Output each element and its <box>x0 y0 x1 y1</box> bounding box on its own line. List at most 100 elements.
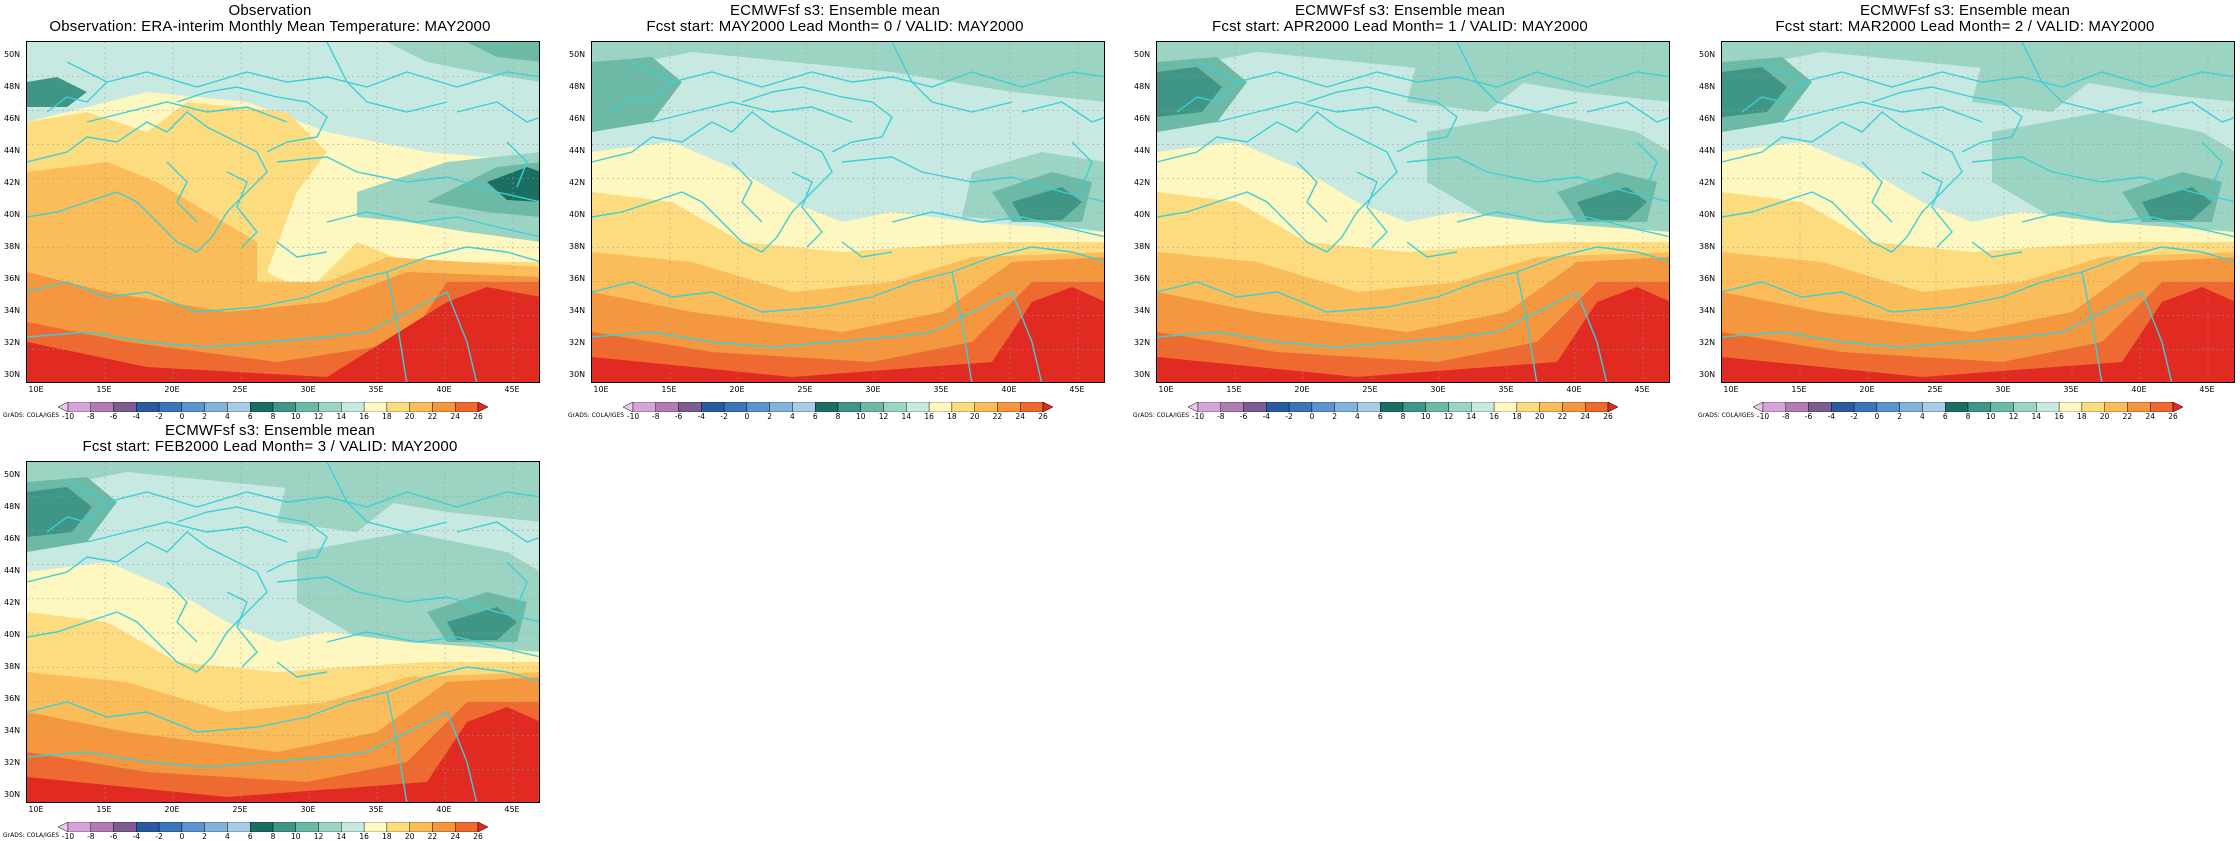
lat-tick-label: 36N <box>4 694 21 703</box>
colorbar-left-arrow <box>58 402 69 412</box>
lat-tick-label: 30N <box>4 370 21 379</box>
coastline <box>27 666 539 733</box>
colorbar-swatch <box>113 402 137 412</box>
lon-tick-label: 30E <box>865 385 881 394</box>
colorbar-tick-label: -6 <box>1239 412 1248 421</box>
coastline <box>166 581 198 643</box>
colorbar-tick-label: 10 <box>855 412 866 421</box>
colorbar-swatch <box>181 822 205 832</box>
colorbar-tick-label: -2 <box>720 412 728 421</box>
colorbar-tick-label: 16 <box>359 832 369 841</box>
colorbar <box>58 822 488 832</box>
map-panel-lead2: ECMWFsf s3: Ensemble mean Fcst start: MA… <box>1695 0 2235 421</box>
colorbar-swatch <box>837 402 861 412</box>
band-12 <box>1157 42 1669 102</box>
colorbar-tick-label: 4 <box>225 412 230 421</box>
colorbar-tick-label: 22 <box>2122 412 2133 421</box>
coastline <box>226 591 258 668</box>
colorbar-swatch <box>386 822 410 832</box>
band-28 <box>592 287 1104 382</box>
lat-tick-label: 30N <box>4 790 21 799</box>
colorbar-tick-label: 0 <box>179 412 185 421</box>
lat-tick-label: 48N <box>1134 82 1151 91</box>
colorbar-tick-label: -4 <box>1827 412 1836 421</box>
map-svg <box>27 42 539 382</box>
lat-tick-label: 38N <box>1699 242 1716 251</box>
lat-tick-label: 30N <box>1699 370 1716 379</box>
coastline <box>276 156 539 203</box>
lon-tick-label: 25E <box>797 385 813 394</box>
colorbar-swatch <box>906 402 930 412</box>
colorbar-tick-label: 14 <box>336 832 347 841</box>
coastline <box>66 481 539 508</box>
lon-tick-label: 10E <box>28 805 44 814</box>
band-12 <box>1972 57 2102 112</box>
colorbar-swatch <box>1785 402 1809 412</box>
colorbar-tick-label: -8 <box>1217 412 1225 421</box>
panel-subtitle: Observation: ERA-interim Monthly Mean Te… <box>49 18 491 35</box>
lat-tick-label: 34N <box>4 726 21 735</box>
colorbar <box>1188 402 1618 412</box>
coastline <box>27 111 268 253</box>
lat-tick-label: 48N <box>4 82 21 91</box>
coastline <box>46 501 108 533</box>
map-panel-lead0: ECMWFsf s3: Ensemble mean Fcst start: MA… <box>565 0 1105 421</box>
lat-tick-label: 30N <box>569 370 586 379</box>
colorbar-tick-label: 6 <box>247 832 253 841</box>
colorbar-left-arrow <box>1753 402 1764 412</box>
lon-tick-label: 45E <box>2199 385 2215 394</box>
colorbar-tick-label: 4 <box>1355 412 1360 421</box>
coastline <box>276 576 539 623</box>
colorbar-swatch <box>815 402 839 412</box>
colorbar-swatch <box>409 402 433 412</box>
colorbar-svg <box>1188 402 1618 412</box>
colorbar-swatch <box>67 822 91 832</box>
colorbar-swatch <box>1967 402 1991 412</box>
coastline <box>1216 101 1418 123</box>
coastline <box>27 246 539 313</box>
colorbar-swatch <box>272 402 296 412</box>
coastline <box>506 141 528 188</box>
lon-tick-label: 15E <box>1791 385 1807 394</box>
band-8 <box>447 607 517 640</box>
lat-tick-label: 34N <box>4 306 21 315</box>
band-cold-nw <box>27 77 87 107</box>
colorbar-swatch <box>227 402 251 412</box>
lon-tick-label: 10E <box>1723 385 1739 394</box>
colorbar-swatch <box>1562 402 1586 412</box>
colorbar-tick-label: 2 <box>1897 412 1903 421</box>
grads-credit: GrADS: COLA/IGES <box>3 832 60 839</box>
coastline <box>1781 101 1983 123</box>
colorbar-tick-label: 12 <box>313 412 324 421</box>
colorbar-tick-label: 12 <box>878 412 889 421</box>
coastline <box>2021 211 2234 238</box>
colorbar-svg <box>58 402 488 412</box>
coastline <box>1157 246 1669 313</box>
coastline <box>176 506 328 573</box>
colorbar-swatch <box>723 402 748 412</box>
coastline <box>1157 111 1398 253</box>
colorbar-tick-label: 0 <box>1874 412 1880 421</box>
colorbar-tick-label: 24 <box>450 412 460 421</box>
colorbar-swatch <box>363 402 388 412</box>
lon-tick-label: 25E <box>1362 385 1378 394</box>
colorbar-tick-label: 22 <box>992 412 1003 421</box>
band-12 <box>1722 42 2234 102</box>
colorbar-tick-label: 8 <box>1400 412 1406 421</box>
lon-tick-label: 45E <box>504 805 520 814</box>
coastline <box>1722 111 1963 253</box>
coastline <box>1296 161 1328 223</box>
lon-tick-label: 10E <box>1158 385 1174 394</box>
coastline <box>1021 101 1104 123</box>
colorbar-tick-label: 10 <box>1985 412 1996 421</box>
colorbar-swatch <box>1334 402 1358 412</box>
coastline <box>86 101 288 123</box>
colorbar-tick-label: 26 <box>1038 412 1048 421</box>
colorbar-svg <box>58 822 488 832</box>
lat-tick-label: 48N <box>1699 82 1716 91</box>
colorbar-swatch <box>1288 402 1313 412</box>
colorbar-swatch <box>136 822 160 832</box>
colorbar-tick-label: -4 <box>697 412 706 421</box>
colorbar-swatch <box>2104 402 2128 412</box>
